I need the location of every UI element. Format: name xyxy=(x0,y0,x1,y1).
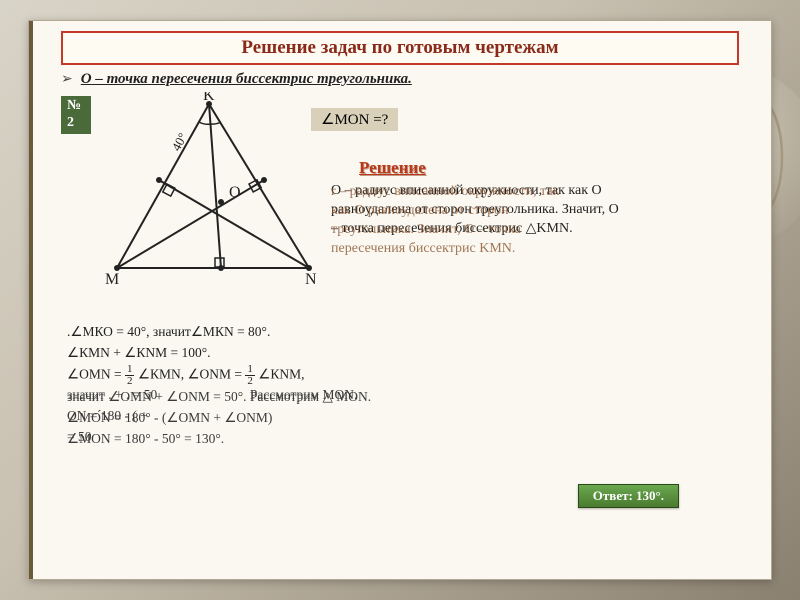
answer-box: Ответ: 130°. xyxy=(578,484,679,508)
math-line-5: Рассмотрим МОN. Рассмотрим △ МОN. xyxy=(250,387,371,408)
math-line-3: ∠ОМN = 12 ∠КМN, ∠ОNМ = 12 ∠КNМ, xyxy=(67,364,427,387)
math-derivation: .∠МКО = 40°, значит∠МКN = 80°. ∠КМN + ∠К… xyxy=(67,322,427,450)
math-line-4: значит . + . = 50 значит ∠ОМN + ∠ОNМ = 5… xyxy=(67,387,247,408)
page: Решение задач по готовым чертежам ➢ O – … xyxy=(28,20,772,580)
vertex-n-label: N xyxy=(305,271,317,288)
subtitle-text: O – точка пересечения биссектрис треугол… xyxy=(81,71,412,88)
problem-number-badge: № 2 xyxy=(61,96,91,134)
vertex-m-label: M xyxy=(105,271,119,288)
math-line-2: ∠КМN + ∠КNМ = 100°. xyxy=(67,343,427,364)
triangle-diagram: K M N O 40° xyxy=(99,92,339,292)
vertex-k-label: K xyxy=(203,92,215,104)
math-line-7: = 50 ∠МОN = 180° - 50° = 130°. xyxy=(67,429,224,450)
question-bar: ∠MON =? xyxy=(311,108,398,131)
center-o-label: O xyxy=(229,184,241,201)
solution-text-body: O – радиус вписанной окружности, так как… xyxy=(331,183,619,236)
content-area: № 2 K M xyxy=(61,92,739,572)
math-line-6: ON = 180 - ( + ∠МО́N = 180° - (∠ОМN + ∠О… xyxy=(67,408,272,429)
bullet-arrow-icon: ➢ xyxy=(61,71,73,88)
solution-heading: Решение xyxy=(359,158,426,178)
subtitle-row: ➢ O – точка пересечения биссектрис треуг… xyxy=(61,71,739,88)
math-line-1: .∠МКО = 40°, значит∠МКN = 80°. xyxy=(67,322,427,343)
solution-text: O – радиус вписанной окружности, так как… xyxy=(331,182,621,239)
angle-label: 40° xyxy=(168,130,190,153)
title-bar: Решение задач по готовым чертежам xyxy=(61,31,739,65)
title-text: Решение задач по готовым чертежам xyxy=(241,37,558,58)
